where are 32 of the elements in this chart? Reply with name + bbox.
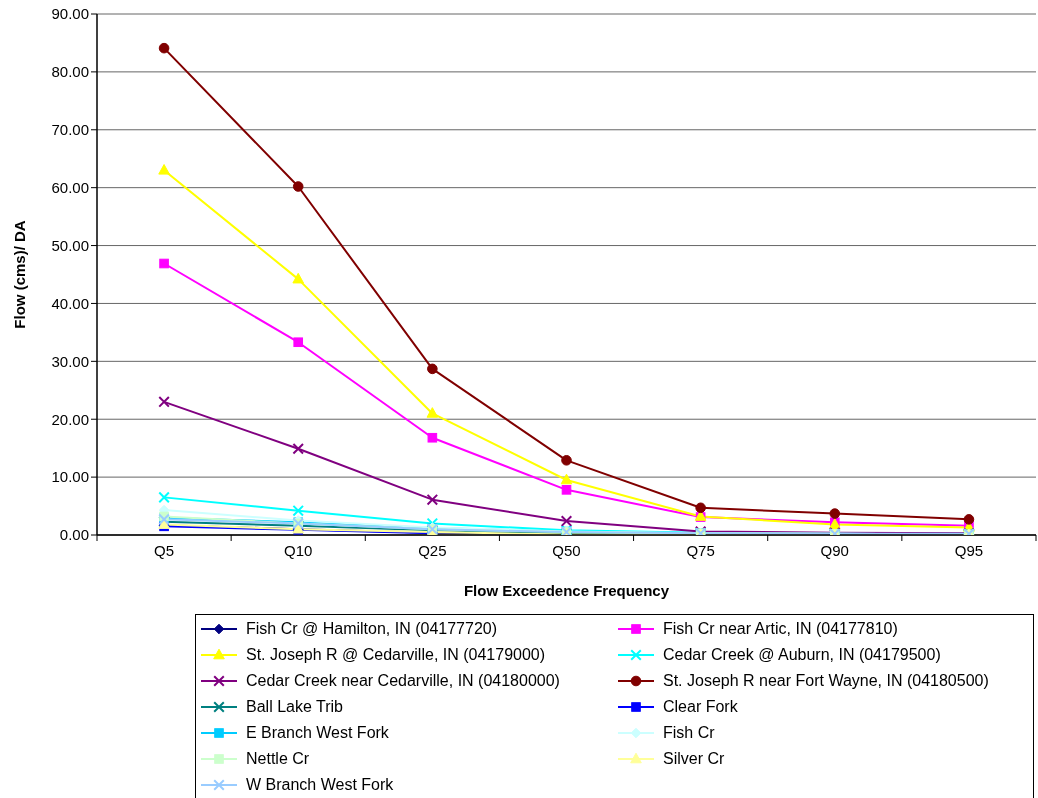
x-tick-label: Q95 — [954, 541, 984, 559]
y-tick-label: 60.00 — [51, 178, 89, 196]
y-tick-label: 20.00 — [51, 410, 89, 428]
y-tick-label: 90.00 — [51, 5, 89, 23]
legend-label: Clear Fork — [663, 698, 738, 716]
y-tick-label: 10.00 — [51, 468, 89, 486]
legend-label: Cedar Creek near Cedarville, IN (04180000) — [246, 672, 560, 690]
x-tick-label: Q10 — [284, 541, 313, 559]
x-tick-label: Q5 — [154, 541, 175, 559]
x-tick-label: Q50 — [552, 541, 581, 559]
y-tick-label: 70.00 — [51, 121, 89, 139]
x-tick-label: Q90 — [820, 541, 849, 559]
legend-label: Fish Cr — [663, 724, 715, 742]
legend-label: Silver Cr — [663, 750, 725, 768]
y-tick-label: 80.00 — [51, 63, 89, 81]
x-tick-label: Q75 — [686, 541, 715, 559]
legend-label: St. Joseph R @ Cedarville, IN (04179000) — [246, 646, 546, 664]
y-axis-title: Flow (cms)/ DA — [11, 220, 29, 329]
legend-label: E Branch West Fork — [246, 724, 389, 742]
y-tick-label: 30.00 — [51, 352, 89, 370]
y-tick-label: 0.00 — [59, 526, 89, 544]
x-tick-label: Q25 — [418, 541, 447, 559]
legend-label: Cedar Creek @ Auburn, IN (04179500) — [663, 646, 941, 664]
x-axis-title: Flow Exceedence Frequency — [463, 582, 670, 600]
legend-label: Nettle Cr — [246, 750, 310, 768]
legend-label: Fish Cr @ Hamilton, IN (04177720) — [246, 620, 497, 638]
legend-label: Ball Lake Trib — [246, 698, 343, 716]
y-tick-label: 50.00 — [51, 236, 89, 254]
legend-label: St. Joseph R near Fort Wayne, IN (04180500) — [663, 672, 989, 690]
y-tick-label: 40.00 — [51, 294, 89, 312]
legend-label: W Branch West Fork — [246, 776, 394, 794]
legend-label: Fish Cr near Artic, IN (04177810) — [663, 620, 898, 638]
